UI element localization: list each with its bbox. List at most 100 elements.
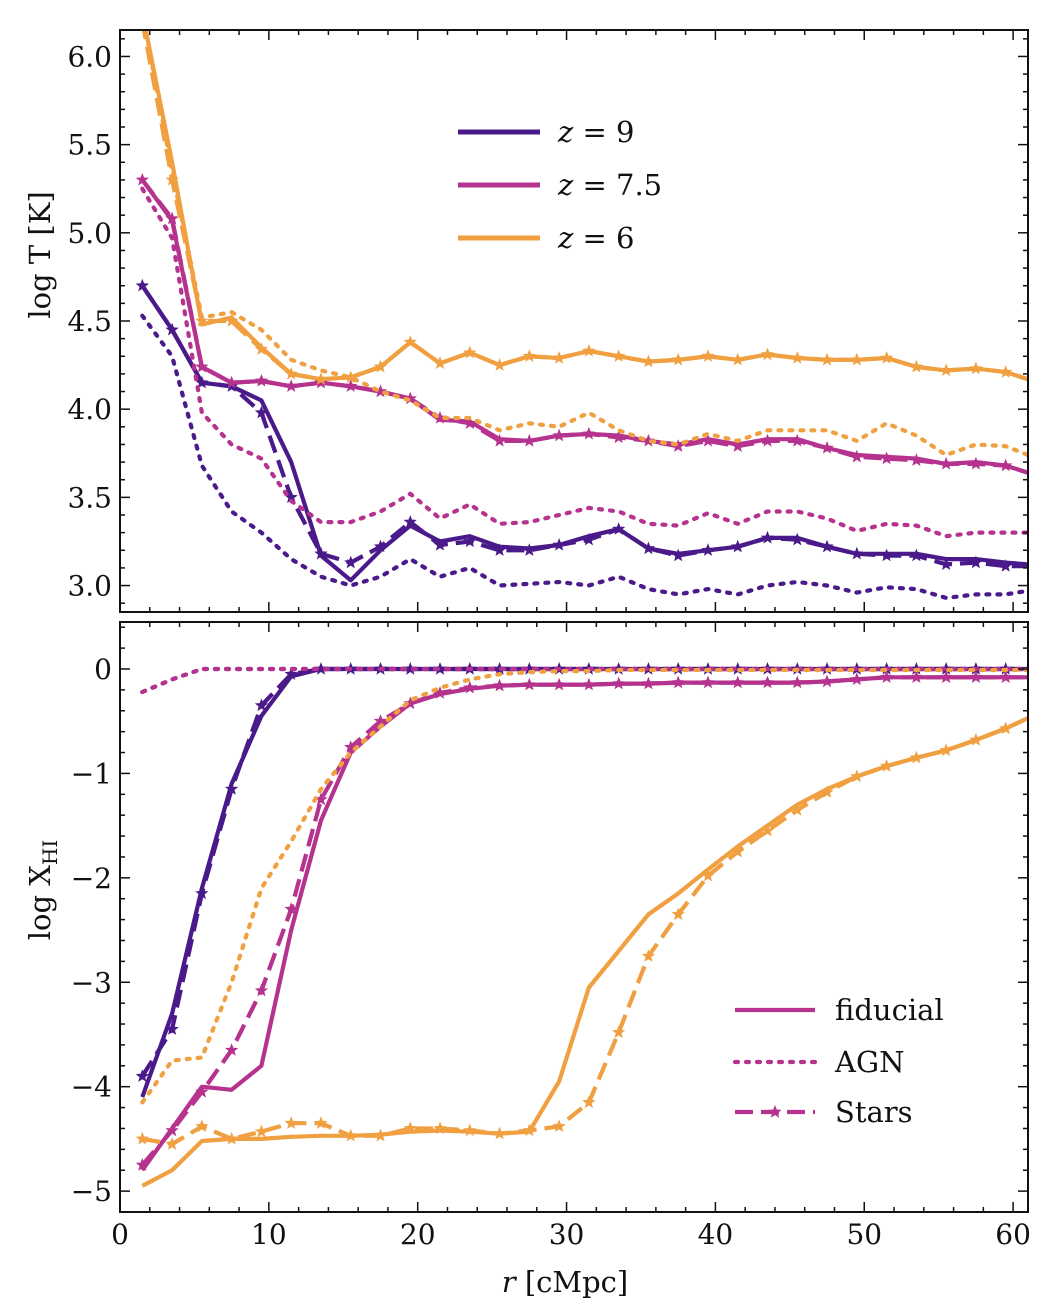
bottom-axes: −5 −4 −3 −2 −1 0 0 10 20 30 40 50 60 <box>71 621 1031 1251</box>
y-tick-label: 3.5 <box>67 481 112 514</box>
x-axis-label-main: r <box>502 1265 518 1299</box>
series-z-6-stars <box>135 716 1028 1150</box>
star-marker <box>314 662 328 675</box>
x-tick-label: 0 <box>111 1218 129 1251</box>
star-marker <box>463 1123 477 1137</box>
star-marker <box>135 1069 149 1082</box>
star-marker <box>790 803 804 816</box>
x-tick-label: 20 <box>400 1218 436 1251</box>
star-marker <box>433 356 447 369</box>
star-marker <box>522 677 536 691</box>
star-marker <box>909 453 923 466</box>
star-marker <box>284 379 298 392</box>
star-marker <box>939 662 953 675</box>
y-tick-label: −1 <box>71 757 112 790</box>
x-axis-label-rest: [cMpc] <box>516 1265 629 1299</box>
y-tick-label: −5 <box>71 1175 112 1208</box>
star-marker <box>999 721 1013 735</box>
star-marker <box>701 433 715 447</box>
star-marker <box>879 548 894 562</box>
star-marker <box>582 1095 596 1108</box>
star-marker <box>195 886 209 900</box>
top-y-axis-label: log T [K] <box>23 191 57 318</box>
star-marker <box>760 433 775 447</box>
star-marker <box>373 1128 388 1142</box>
star-marker <box>463 680 477 694</box>
star-marker <box>225 1131 239 1145</box>
star-marker <box>671 439 685 452</box>
star-marker <box>225 782 239 795</box>
series-z-7-5-stars <box>135 172 1028 475</box>
legend-entry-stars: Stars <box>735 1095 913 1129</box>
star-marker <box>165 1022 179 1035</box>
star-marker <box>314 1116 328 1129</box>
star-marker <box>582 677 596 691</box>
star-marker <box>820 539 834 553</box>
star-marker <box>195 359 209 373</box>
star-marker <box>641 433 656 447</box>
star-marker <box>344 555 358 569</box>
legend-star-marker <box>768 1105 782 1118</box>
star-marker <box>999 670 1013 683</box>
bottom-axes-frame <box>119 621 1029 1213</box>
star-marker <box>612 1025 626 1039</box>
star-marker <box>969 555 983 569</box>
star-marker <box>165 211 179 225</box>
star-marker <box>850 449 864 463</box>
star-marker <box>165 172 179 186</box>
star-marker <box>552 428 566 442</box>
star-marker <box>939 363 953 376</box>
star-marker <box>433 538 447 551</box>
star-marker <box>760 530 775 544</box>
series-z-6-agn <box>143 30 1028 458</box>
star-marker <box>522 433 536 447</box>
star-marker <box>999 458 1013 472</box>
star-marker <box>790 675 804 689</box>
star-marker <box>492 543 507 556</box>
star-marker <box>344 1128 358 1142</box>
star-marker <box>522 1123 536 1137</box>
star-marker <box>641 676 656 690</box>
star-marker <box>731 662 745 675</box>
series-z-6-agn <box>140 667 1028 1105</box>
star-marker <box>731 675 745 689</box>
star-marker <box>552 538 566 551</box>
star-marker <box>522 662 536 675</box>
star-marker <box>909 750 923 764</box>
top-axes: 3.0 3.5 4.0 4.5 5.0 5.5 6.0 <box>67 29 1029 613</box>
star-marker <box>671 352 685 366</box>
top-series-group <box>135 14 1028 601</box>
star-marker <box>999 559 1013 572</box>
y-tick-label: 5.0 <box>67 217 112 250</box>
star-marker <box>582 532 596 546</box>
star-marker <box>403 662 417 675</box>
y-tick-label: 3.0 <box>67 570 112 603</box>
y-tick-label: 0 <box>94 653 112 686</box>
star-marker <box>165 1137 179 1150</box>
star-marker <box>254 983 269 997</box>
legend-entry-z-7-5: z = 7.5 <box>458 168 662 202</box>
star-marker <box>552 677 566 691</box>
bottom-y-axis-label-sub: HI <box>38 840 62 865</box>
star-marker <box>522 543 536 556</box>
star-marker <box>582 344 596 357</box>
series-line <box>141 716 1028 1147</box>
star-marker <box>820 441 834 454</box>
star-marker <box>433 686 447 699</box>
star-marker <box>701 543 715 556</box>
star-marker <box>136 14 149 27</box>
star-marker <box>552 1119 566 1132</box>
star-marker <box>433 1121 447 1135</box>
bottom-series-group <box>135 662 1028 1188</box>
star-marker <box>701 349 715 362</box>
star-marker <box>284 366 298 380</box>
star-marker <box>373 359 388 373</box>
star-marker <box>254 1124 269 1138</box>
star-marker <box>254 342 269 355</box>
star-marker <box>612 676 626 690</box>
x-axis-label: r [cMpc] <box>502 1265 628 1299</box>
axis-labels: log T [K] log XHI r [cMpc] <box>23 191 628 1299</box>
star-marker <box>403 515 417 528</box>
star-marker <box>731 844 745 858</box>
legend-label: z = 7.5 <box>557 168 662 202</box>
